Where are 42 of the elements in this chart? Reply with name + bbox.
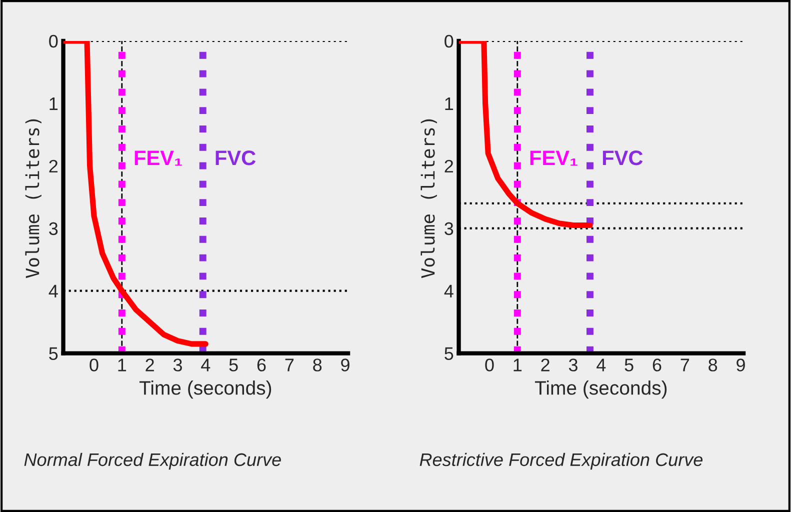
- x-tick-label: 1: [118, 358, 126, 372]
- y-tick-label: 5: [444, 347, 454, 360]
- x-axis-title: Time (seconds): [139, 380, 272, 399]
- y-tick-label: 2: [444, 160, 454, 172]
- text: Normal Forced Expiration Curve: [24, 452, 281, 470]
- ref-line-label: FEV₁: [530, 150, 578, 166]
- y-tick-label: 2: [49, 160, 58, 172]
- x-tick-label: 5: [229, 358, 238, 372]
- x-tick-label: 7: [680, 358, 690, 372]
- y-tick-label: 5: [49, 347, 58, 360]
- x-tick-label: 6: [257, 358, 266, 372]
- y-tick-label: 3: [444, 222, 454, 236]
- x-tick-label: 9: [736, 358, 745, 372]
- y-axis-title: Volume (liters): [420, 119, 437, 278]
- x-tick-label: 7: [285, 358, 294, 372]
- y-tick-label: 1: [445, 98, 454, 110]
- x-tick-label: 1: [514, 358, 522, 372]
- x-tick-label: 8: [313, 358, 322, 372]
- ref-line-label: FEV₁: [134, 150, 182, 166]
- y-tick-label: 4: [444, 284, 454, 298]
- x-tick-label: 5: [624, 358, 634, 372]
- x-tick-label: 6: [652, 358, 662, 372]
- y-tick-label: 3: [49, 222, 58, 236]
- x-tick-label: 2: [541, 358, 550, 372]
- y-tick-label: 0: [444, 34, 454, 48]
- y-tick-label: 4: [48, 284, 58, 298]
- ref-line-label: FVC: [602, 150, 643, 166]
- x-tick-label: 4: [201, 358, 210, 372]
- x-tick-label: 3: [173, 358, 182, 372]
- x-tick-label: 8: [708, 358, 718, 372]
- x-tick-label: 2: [146, 358, 154, 372]
- y-tick-label: 1: [50, 98, 58, 110]
- ref-line-label: FVC: [216, 150, 256, 166]
- y-tick-label: 0: [49, 34, 58, 48]
- x-tick-label: 0: [485, 358, 494, 372]
- x-axis-title: Time (seconds): [534, 380, 667, 399]
- x-tick-label: 3: [568, 358, 578, 372]
- x-tick-label: 0: [90, 358, 98, 372]
- text: Restrictive Forced Expiration Curve: [420, 452, 703, 470]
- x-tick-label: 4: [596, 358, 606, 372]
- y-axis-title: Volume (liters): [25, 119, 42, 278]
- x-tick-label: 9: [341, 358, 350, 372]
